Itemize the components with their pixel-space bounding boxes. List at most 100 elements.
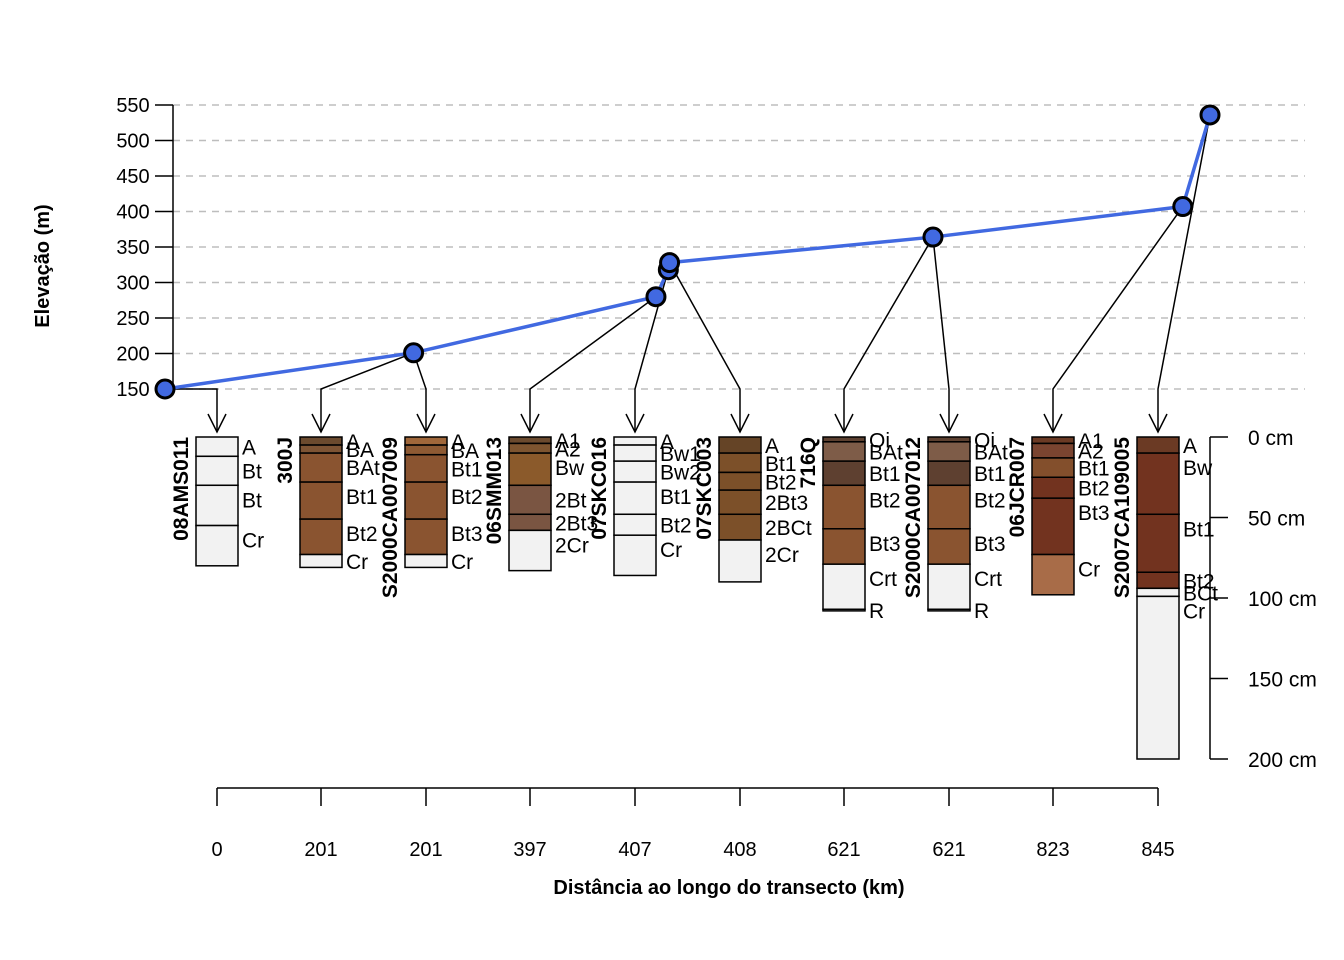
- horizon-band: [299, 452, 343, 483]
- profile-id-label: 06JCR007: [1006, 437, 1029, 537]
- connector-line: [165, 388, 218, 432]
- horizon-label: Bt3: [869, 533, 901, 556]
- connector-line: [634, 269, 670, 432]
- horizon-band: [1031, 476, 1075, 499]
- horizon-label: BA: [451, 440, 479, 463]
- horizon-band: [1031, 497, 1075, 556]
- horizon-band: [927, 484, 971, 530]
- horizon-label: 2Bt3: [765, 492, 808, 515]
- horizon-label: A: [346, 431, 360, 454]
- horizon-label: Bt2: [660, 515, 692, 538]
- horizon-band: [718, 539, 762, 583]
- horizon-band: [299, 481, 343, 520]
- horizon-band: [927, 460, 971, 487]
- profile-id-label: 300J: [274, 437, 297, 484]
- x-tick-label: 823: [1036, 839, 1069, 861]
- horizon-label: A: [765, 435, 779, 458]
- profile-connectors: [165, 114, 1211, 434]
- horizon-band: [613, 436, 657, 446]
- connector-line: [668, 262, 741, 432]
- connector-arrowhead: [730, 413, 750, 434]
- horizon-label: Bt1: [346, 486, 378, 509]
- elevation-point: [154, 378, 176, 400]
- horizon-label: Crt: [974, 568, 1002, 591]
- horizon-label: 2Bt: [555, 489, 587, 512]
- horizon-band: [822, 460, 866, 487]
- depth-tick-label: 0 cm: [1248, 427, 1294, 450]
- horizon-label: Cr: [660, 539, 682, 562]
- horizon-band: [508, 529, 552, 572]
- profile-id-label: S2007CA109005: [1111, 437, 1134, 598]
- horizon-label: R: [869, 600, 884, 623]
- horizon-label: A1: [555, 430, 581, 453]
- horizon-band: [508, 452, 552, 487]
- horizon-band: [1136, 595, 1180, 760]
- horizon-band: [404, 481, 448, 520]
- horizon-label: Bw2: [660, 462, 701, 485]
- connector-arrowhead: [625, 413, 645, 434]
- horizon-band: [1031, 553, 1075, 596]
- elevation-point: [1199, 104, 1221, 126]
- elevation-point: [659, 252, 681, 274]
- horizon-label: Oi: [974, 429, 995, 452]
- elevation-point: [1172, 196, 1194, 218]
- horizon-label: 2Bt3: [555, 512, 598, 535]
- connector-arrowhead: [207, 413, 227, 434]
- connector-arrowhead: [1148, 413, 1168, 434]
- horizon-label: A2: [555, 438, 581, 461]
- horizon-band: [508, 484, 552, 516]
- x-tick-label: 201: [409, 839, 442, 861]
- depth-axis: 0 cm 50 cm 100 cm 150 cm 200 cm: [1209, 427, 1317, 772]
- grid-lines: [173, 104, 1305, 390]
- horizon-band: [195, 484, 239, 527]
- horizon-band: [508, 442, 552, 454]
- horizon-label: Bt1: [1078, 458, 1110, 481]
- x-tick-label: 407: [618, 839, 651, 861]
- horizon-label: Bt3: [1078, 502, 1110, 525]
- depth-tick-label: 150 cm: [1248, 669, 1317, 692]
- horizon-label: Bt2: [451, 486, 483, 509]
- connector-line: [932, 236, 950, 432]
- horizon-label: Bt1: [974, 463, 1006, 486]
- horizon-label: Bt: [242, 460, 262, 483]
- horizon-band: [1031, 457, 1075, 478]
- horizon-band: [718, 436, 762, 454]
- horizon-band: [718, 513, 762, 541]
- horizon-label: BA: [346, 439, 374, 462]
- profile-id-label: 08AMS011: [170, 437, 193, 541]
- x-tick-label: 0: [211, 839, 222, 861]
- connector-line: [320, 352, 414, 432]
- horizon-label: Bw1: [660, 443, 701, 466]
- horizon-band: [1031, 436, 1075, 445]
- horizon-band: [822, 528, 866, 565]
- horizon-band: [718, 489, 762, 516]
- y-tick-label: 300: [116, 273, 149, 295]
- horizon-label: Bt1: [765, 453, 797, 476]
- elevation-point: [403, 342, 425, 364]
- horizon-band: [1136, 571, 1180, 590]
- profile-id-label: 07SKC016: [588, 437, 611, 540]
- connector-line: [1157, 114, 1211, 432]
- horizon-label: BAt: [869, 441, 903, 464]
- elevation-line: [164, 114, 1212, 391]
- horizon-band: [299, 553, 343, 569]
- x-tick-label: 621: [932, 839, 965, 861]
- horizon-label: Bt2: [869, 489, 901, 512]
- horizon-label: Cr: [242, 530, 264, 553]
- horizon-band: [613, 460, 657, 483]
- depth-tick-label: 100 cm: [1248, 588, 1317, 611]
- x-axis-title: Distância ao longo do transecto (km): [553, 877, 904, 899]
- horizon-band: [718, 452, 762, 474]
- horizon-band: [718, 471, 762, 491]
- horizon-band: [1136, 587, 1180, 598]
- horizon-label: Bt1: [1183, 518, 1215, 541]
- connector-arrowhead: [311, 413, 331, 434]
- connector-line: [529, 296, 657, 432]
- horizon-band: [613, 444, 657, 462]
